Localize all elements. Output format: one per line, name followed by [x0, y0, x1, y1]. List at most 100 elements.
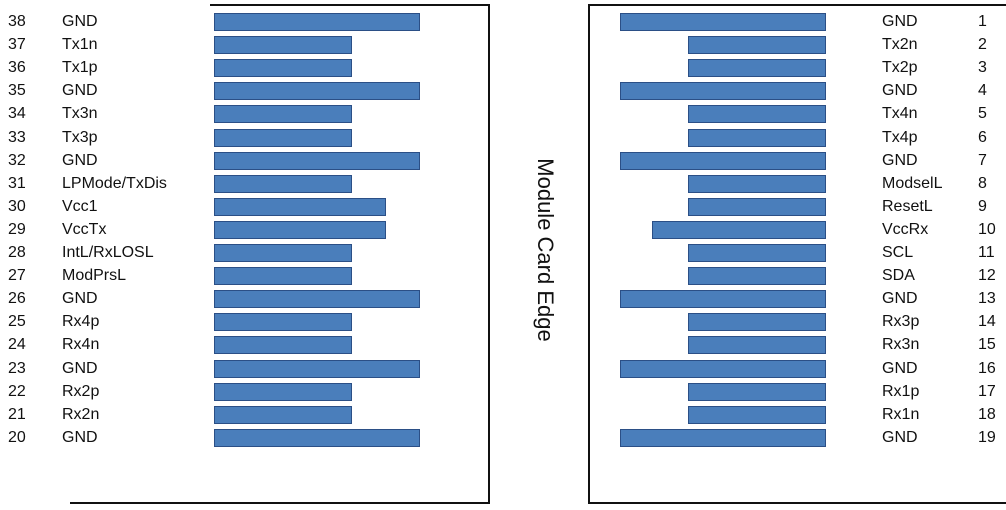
pin-number: 19: [978, 428, 996, 446]
pin-number: 28: [8, 244, 26, 261]
contact-pad: [214, 244, 352, 262]
contact-pad: [688, 313, 826, 332]
contact-pad: [620, 428, 826, 447]
pin-number: 30: [8, 197, 26, 215]
pin-number: 2: [978, 36, 987, 54]
module-card-edge-title: Module Card Edge: [533, 158, 558, 342]
pin-label: GND: [62, 82, 98, 100]
pin-number: 4: [978, 82, 987, 100]
pin-label: Vcc1: [62, 197, 98, 215]
pin-label: Rx2n: [62, 405, 100, 423]
pin-number: 38: [8, 13, 26, 30]
pin-label: Rx3p: [882, 313, 920, 331]
pin-label: Rx4n: [62, 336, 100, 354]
pin-number: 35: [8, 82, 26, 100]
pin-number: 11: [978, 244, 995, 261]
pin-number: 14: [978, 313, 996, 331]
pin-number: 17: [978, 382, 996, 400]
pin-label: Tx4n: [882, 105, 918, 123]
pin-number: 33: [8, 128, 26, 146]
contact-pad: [214, 151, 420, 170]
pin-label: IntL/RxLOSL: [62, 244, 154, 261]
contact-pad: [688, 128, 826, 147]
pin-number: 12: [978, 267, 996, 285]
contact-pad: [688, 105, 826, 124]
contact-pad: [688, 36, 826, 55]
contact-pad: [214, 13, 420, 31]
pin-label: Rx2p: [62, 382, 100, 400]
pin-number: 32: [8, 151, 26, 169]
pin-label: Rx1n: [882, 405, 920, 423]
pin-label: GND: [62, 290, 98, 308]
contact-pad: [652, 220, 826, 239]
pin-label: Tx2p: [882, 59, 918, 77]
pin-label: Tx2n: [882, 36, 918, 54]
pin-label: GND: [62, 13, 98, 30]
contact-pad: [688, 405, 826, 424]
bottom-side-frame-left: [588, 4, 590, 504]
contact-pad: [688, 267, 826, 286]
bottom-side-frame-bottom: [588, 502, 1006, 504]
contact-pad: [688, 244, 826, 262]
pin-label: GND: [882, 13, 918, 30]
pin-number: 34: [8, 105, 26, 123]
pin-label: Rx1p: [882, 382, 920, 400]
contact-pad: [688, 174, 826, 193]
pin-number: 9: [978, 197, 987, 215]
pin-number: 5: [978, 105, 987, 123]
contact-pad: [688, 59, 826, 78]
pin-number: 6: [978, 128, 987, 146]
contact-pad: [620, 13, 826, 31]
contact-pad: [214, 59, 352, 78]
pin-number: 15: [978, 336, 996, 354]
pin-label: VccTx: [62, 220, 107, 238]
pin-number: 16: [978, 359, 996, 377]
pin-number: 25: [8, 313, 26, 331]
pin-label: SDA: [882, 267, 915, 285]
contact-pad: [620, 151, 826, 170]
contact-pad: [214, 105, 352, 124]
contact-pad: [214, 336, 352, 355]
pin-label: Tx1p: [62, 59, 98, 77]
contact-pad: [214, 36, 352, 55]
pin-number: 36: [8, 59, 26, 77]
bottom-side-frame-top: [588, 4, 1006, 6]
pin-label: GND: [882, 151, 918, 169]
pin-label: ModselL: [882, 174, 943, 192]
pin-number: 13: [978, 290, 996, 308]
contact-pad: [688, 382, 826, 401]
top-side-frame-bottom: [70, 502, 490, 504]
pin-label: Rx4p: [62, 313, 100, 331]
pin-label: Rx3n: [882, 336, 920, 354]
pin-label: Tx1n: [62, 36, 98, 54]
top-side-frame-right: [488, 4, 490, 504]
pin-number: 20: [8, 428, 26, 446]
pin-number: 3: [978, 59, 987, 77]
pin-label: GND: [62, 428, 98, 446]
pin-label: GND: [62, 359, 98, 377]
pin-number: 37: [8, 36, 26, 54]
pin-number: 18: [978, 405, 996, 423]
pin-number: 26: [8, 290, 26, 308]
contact-pad: [214, 359, 420, 378]
pin-label: LPMode/TxDis: [62, 174, 167, 192]
pin-number: 10: [978, 220, 996, 238]
contact-pad: [214, 382, 352, 401]
contact-pad: [620, 359, 826, 378]
pin-label: VccRx: [882, 220, 929, 238]
pin-number: 1: [978, 13, 987, 30]
pin-number: 31: [8, 174, 26, 192]
top-side-frame-top: [210, 4, 490, 6]
contact-pad: [214, 220, 386, 239]
pin-number: 24: [8, 336, 26, 354]
contact-pad: [214, 197, 386, 216]
contact-pad: [214, 174, 352, 193]
contact-pad: [214, 428, 420, 447]
contact-pad: [214, 290, 420, 309]
pin-label: GND: [882, 428, 918, 446]
contact-pad: [620, 82, 826, 101]
pin-label: Tx3n: [62, 105, 98, 123]
contact-pad: [214, 405, 352, 424]
pin-number: 29: [8, 220, 26, 238]
pin-number: 23: [8, 359, 26, 377]
